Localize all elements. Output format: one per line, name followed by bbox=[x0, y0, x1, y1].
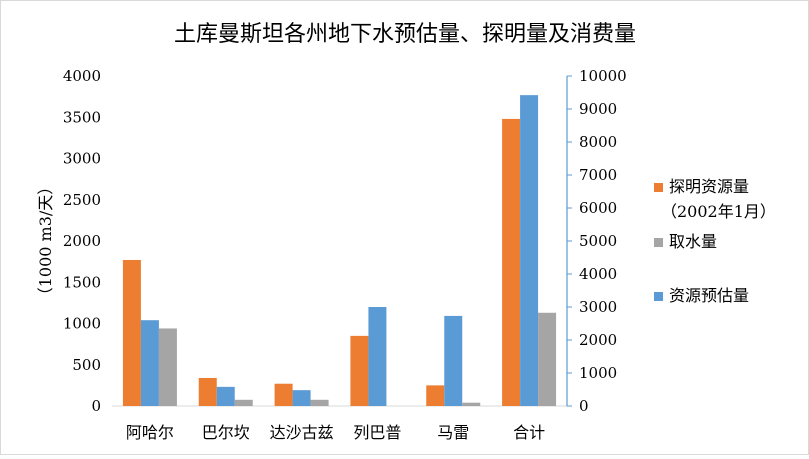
x-tick-label: 马雷 bbox=[437, 423, 469, 442]
legend-label-line2: （2002年1月） bbox=[661, 202, 776, 221]
legend-label: 取水量 bbox=[669, 232, 717, 251]
bar bbox=[140, 320, 159, 406]
bar bbox=[462, 402, 481, 406]
bar bbox=[426, 385, 445, 406]
y-tick-label-left: 2000 bbox=[63, 232, 101, 250]
y-tick-label-left: 500 bbox=[72, 356, 101, 374]
legend-swatch bbox=[654, 238, 663, 247]
y-tick-label-left: 4000 bbox=[63, 67, 101, 85]
legend-swatch bbox=[654, 292, 663, 301]
axes: 0 500 1000 1500 2000 2500 3000 3500 4000 0 1000 200… bbox=[63, 67, 627, 442]
y-tick-label-right: 4000 bbox=[579, 265, 617, 283]
y-tick-label-left: 1500 bbox=[63, 273, 101, 291]
y-tick-label-left: 2500 bbox=[63, 191, 101, 209]
y-tick-label-right: 10000 bbox=[579, 67, 627, 85]
x-tick-label: 合计 bbox=[513, 423, 545, 442]
bar bbox=[350, 335, 369, 406]
y-tick-label-right: 3000 bbox=[579, 298, 617, 316]
y-axis-label: （1000 m3/天） bbox=[36, 179, 55, 304]
y-tick-label-right: 5000 bbox=[579, 232, 617, 250]
bar bbox=[158, 328, 177, 406]
x-tick-label: 达沙古兹 bbox=[270, 423, 334, 442]
bar bbox=[274, 383, 293, 406]
y-tick-label-right: 8000 bbox=[579, 133, 617, 151]
x-tick-label: 阿哈尔 bbox=[126, 423, 174, 442]
bars bbox=[122, 95, 557, 407]
y-tick-label-left: 3000 bbox=[63, 150, 101, 168]
bar bbox=[122, 259, 141, 406]
bar bbox=[368, 307, 387, 406]
x-tick-label: 列巴普 bbox=[353, 423, 401, 442]
bar bbox=[444, 315, 463, 406]
legend-swatch bbox=[654, 183, 663, 192]
y-tick-label-right: 6000 bbox=[579, 199, 617, 217]
y-tick-label-left: 1000 bbox=[63, 315, 101, 333]
y-tick-label-right: 1000 bbox=[579, 364, 617, 382]
bar bbox=[520, 95, 539, 406]
y-tick-label-right: 0 bbox=[579, 397, 589, 415]
bar bbox=[292, 390, 311, 406]
bar bbox=[216, 386, 235, 406]
y-tick-label-right: 2000 bbox=[579, 331, 617, 349]
y-tick-label-left: 0 bbox=[91, 397, 101, 415]
bar bbox=[502, 118, 521, 407]
bar bbox=[310, 399, 329, 406]
chart-title: 土库曼斯坦各州地下水预估量、探明量及消费量 bbox=[174, 22, 636, 47]
y-tick-label-left: 3500 bbox=[63, 108, 101, 126]
x-tick-label: 巴尔坎 bbox=[202, 423, 250, 442]
bar bbox=[234, 399, 253, 406]
y-tick-label-right: 7000 bbox=[579, 166, 617, 184]
y-tick-label-right: 9000 bbox=[579, 100, 617, 118]
bar bbox=[198, 377, 217, 406]
legend-label: 资源预估量 bbox=[669, 286, 749, 305]
legend-label: 探明资源量 bbox=[669, 177, 749, 196]
bar bbox=[538, 312, 557, 406]
